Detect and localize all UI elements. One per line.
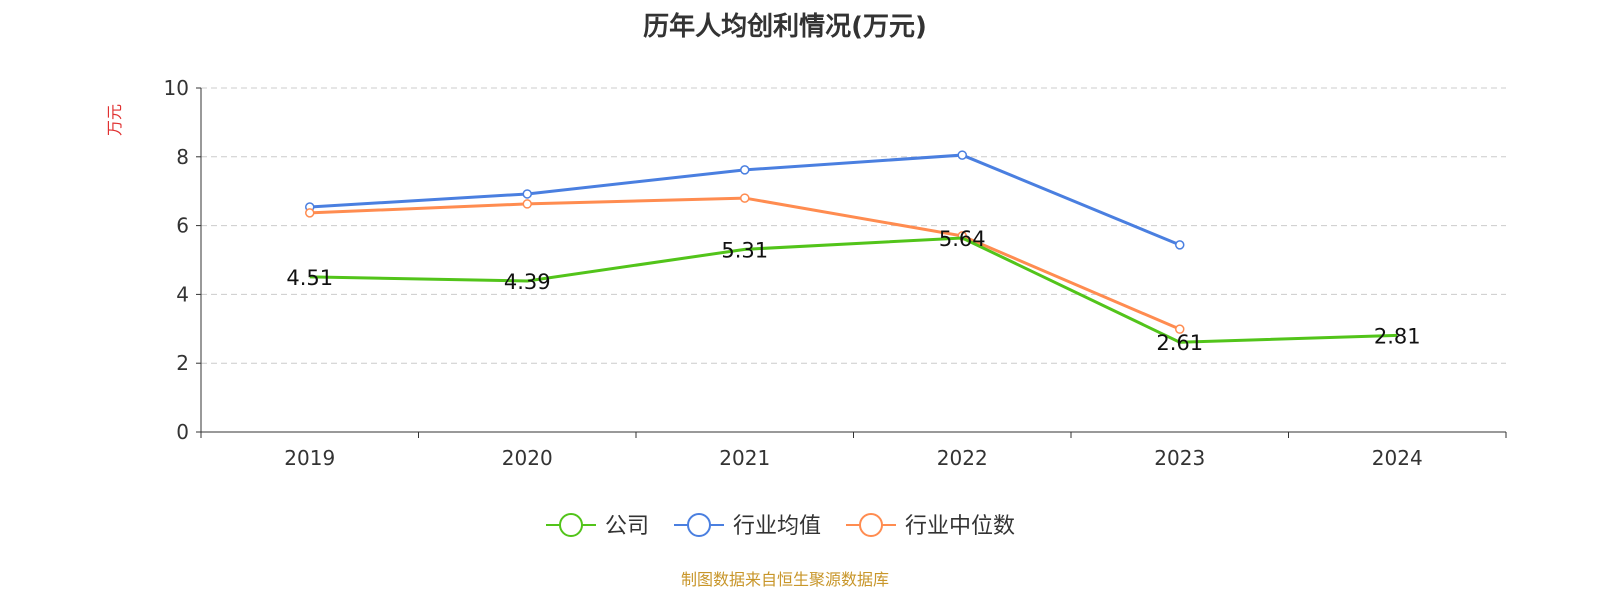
series-line-2 [309, 196, 1181, 331]
data-point [957, 150, 967, 160]
data-label: 4.39 [504, 270, 551, 294]
legend-label: 公司 [605, 514, 649, 539]
chart-title: 历年人均创利情况(万元) [643, 12, 927, 42]
data-point [522, 189, 532, 199]
legend-label: 行业均值 [733, 514, 821, 539]
x-tick-label: 2023 [1154, 446, 1205, 470]
series-line-0 [309, 236, 1398, 344]
data-label: 2.81 [1374, 324, 1421, 348]
data-point [740, 165, 750, 175]
legend-circle-icon [859, 513, 883, 537]
data-source-note: 制图数据来自恒生聚源数据库 [680, 570, 889, 589]
legend-circle-icon [687, 513, 711, 537]
x-tick-label: 2021 [719, 446, 770, 470]
x-tick-label: 2019 [284, 446, 335, 470]
x-tick-label: 2020 [502, 446, 553, 470]
data-point [740, 193, 750, 203]
y-tick-label: 6 [176, 214, 189, 238]
data-point [522, 199, 532, 209]
data-label: 5.31 [721, 238, 768, 262]
x-tick-label: 2022 [937, 446, 988, 470]
data-point [1175, 240, 1185, 250]
x-tick-label: 2024 [1372, 446, 1423, 470]
data-point [305, 208, 315, 218]
legend-circle-icon [559, 513, 583, 537]
y-tick-label: 10 [164, 76, 189, 100]
data-label: 5.64 [939, 227, 986, 251]
y-tick-label: 4 [176, 282, 189, 306]
legend-label: 行业中位数 [905, 514, 1015, 539]
y-tick-label: 0 [176, 420, 189, 444]
data-label: 2.61 [1156, 331, 1203, 355]
y-tick-label: 8 [176, 145, 189, 169]
y-axis-label: 万元 [105, 104, 124, 136]
data-label: 4.51 [286, 266, 333, 290]
y-tick-label: 2 [176, 351, 189, 375]
data-point [1175, 324, 1185, 334]
